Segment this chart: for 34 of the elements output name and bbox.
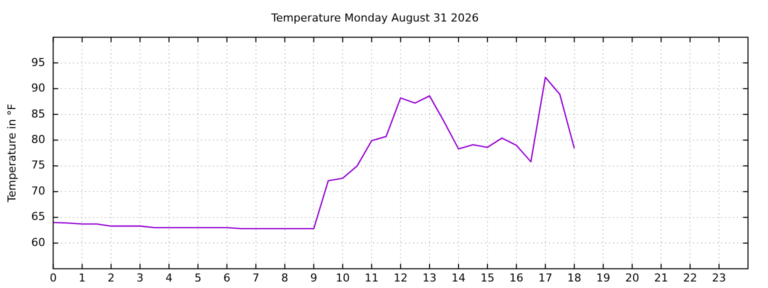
y-axis-title: Temperature in °F [5, 104, 18, 204]
x-tick-label: 9 [310, 271, 318, 284]
x-tick-label: 1 [78, 271, 86, 284]
x-tick-label: 16 [509, 271, 524, 284]
y-tick-label: 95 [31, 56, 46, 69]
x-tick-label: 0 [50, 271, 57, 284]
y-tick-label: 65 [31, 210, 46, 224]
x-tick-label: 8 [281, 271, 288, 284]
x-tick-label: 4 [166, 271, 172, 284]
chart-title: Temperature Monday August 31 2026 [270, 11, 479, 24]
y-tick-label: 80 [31, 132, 46, 146]
x-tick-label: 5 [194, 271, 202, 284]
x-tick-label: 6 [223, 271, 230, 284]
x-tick-label: 7 [252, 271, 260, 284]
x-tick-label: 21 [654, 271, 668, 284]
x-tick-label: 19 [596, 271, 610, 284]
y-tick-label: 85 [31, 107, 46, 120]
y-tick-label: 90 [31, 82, 46, 95]
x-tick-label: 23 [712, 271, 726, 284]
x-tick-label: 3 [136, 271, 144, 284]
y-tick-label: 70 [31, 184, 46, 198]
x-tick-label: 12 [394, 271, 408, 284]
y-tick-label: 75 [31, 158, 46, 172]
y-tick-label: 60 [31, 236, 46, 249]
x-tick-label: 17 [538, 271, 552, 284]
x-tick-label: 15 [480, 271, 494, 284]
x-tick-label: 14 [452, 271, 466, 284]
x-tick-label: 11 [364, 271, 379, 284]
x-tick-label: 13 [422, 271, 437, 284]
x-tick-label: 20 [625, 271, 640, 284]
x-tick-label: 2 [108, 271, 115, 284]
x-tick-label: 22 [683, 271, 698, 284]
x-tick-label: 10 [336, 271, 350, 284]
x-tick-label: 18 [567, 271, 582, 284]
